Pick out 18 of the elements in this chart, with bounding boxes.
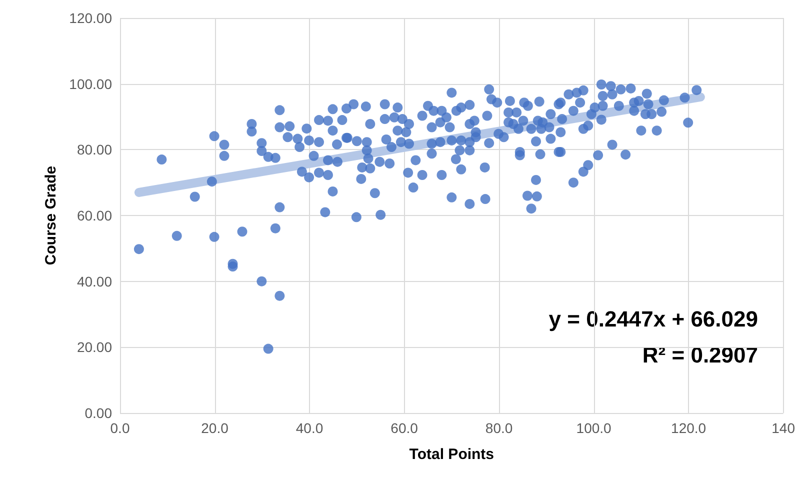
x-tick-label: 100.0 xyxy=(576,420,612,436)
y-axis-title: Course Grade xyxy=(42,166,60,266)
y-tick-label: 40.00 xyxy=(76,273,112,290)
x-tick-label: 140 xyxy=(772,420,796,436)
x-tick-label: 20.0 xyxy=(201,420,229,436)
x-axis-title: Total Points xyxy=(409,446,494,463)
y-tick-label: 0.00 xyxy=(84,405,112,421)
x-tick-label: 120.0 xyxy=(671,420,706,436)
y-tick-label: 20.00 xyxy=(76,339,112,356)
x-tick-label: 60.0 xyxy=(390,420,418,436)
y-tick-label: 100.00 xyxy=(69,76,112,92)
x-tick-label: 40.0 xyxy=(296,420,324,436)
y-tick-label: 80.00 xyxy=(76,142,112,158)
annotation: y = 0.2447x + 66.029 xyxy=(548,306,758,332)
y-tick-label: 60.00 xyxy=(76,208,112,224)
y-tick-label: 120.00 xyxy=(69,10,112,26)
x-tick-label: 80.0 xyxy=(485,420,513,436)
x-tick-label: 0.0 xyxy=(110,420,130,436)
